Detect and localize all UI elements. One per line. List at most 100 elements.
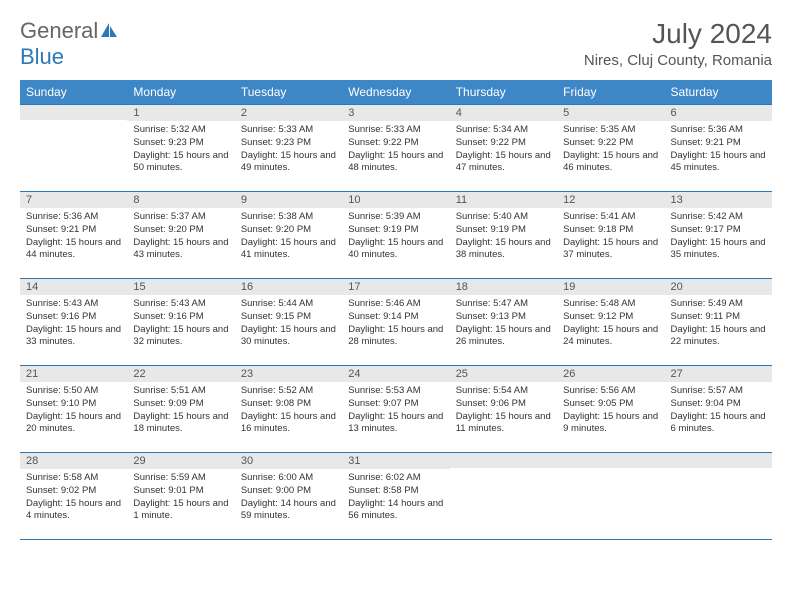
daylight-text: Daylight: 15 hours and 6 minutes.	[671, 411, 766, 437]
day-header: Tuesday	[235, 80, 342, 105]
sunset-text: Sunset: 9:22 PM	[563, 137, 658, 150]
sunrise-text: Sunrise: 5:47 AM	[456, 298, 551, 311]
daylight-text: Daylight: 14 hours and 59 minutes.	[241, 498, 336, 524]
sunset-text: Sunset: 9:10 PM	[26, 398, 121, 411]
day-detail: Sunrise: 5:41 AMSunset: 9:18 PMDaylight:…	[557, 208, 664, 265]
sunrise-text: Sunrise: 5:52 AM	[241, 385, 336, 398]
day-detail: Sunrise: 5:38 AMSunset: 9:20 PMDaylight:…	[235, 208, 342, 265]
calendar-cell: 24Sunrise: 5:53 AMSunset: 9:07 PMDayligh…	[342, 366, 449, 453]
day-number: 24	[342, 366, 449, 382]
day-detail: Sunrise: 5:44 AMSunset: 9:15 PMDaylight:…	[235, 295, 342, 352]
calendar-cell: 14Sunrise: 5:43 AMSunset: 9:16 PMDayligh…	[20, 279, 127, 366]
day-number: 7	[20, 192, 127, 208]
sunrise-text: Sunrise: 5:37 AM	[133, 211, 228, 224]
day-number	[20, 105, 127, 120]
day-detail: Sunrise: 5:34 AMSunset: 9:22 PMDaylight:…	[450, 121, 557, 178]
sunrise-text: Sunrise: 5:58 AM	[26, 472, 121, 485]
calendar-cell: 19Sunrise: 5:48 AMSunset: 9:12 PMDayligh…	[557, 279, 664, 366]
calendar-body: 1Sunrise: 5:32 AMSunset: 9:23 PMDaylight…	[20, 105, 772, 540]
day-detail: Sunrise: 5:37 AMSunset: 9:20 PMDaylight:…	[127, 208, 234, 265]
day-detail: Sunrise: 5:42 AMSunset: 9:17 PMDaylight:…	[665, 208, 772, 265]
day-number	[450, 453, 557, 468]
daylight-text: Daylight: 15 hours and 32 minutes.	[133, 324, 228, 350]
daylight-text: Daylight: 15 hours and 9 minutes.	[563, 411, 658, 437]
day-number: 18	[450, 279, 557, 295]
calendar-cell: 15Sunrise: 5:43 AMSunset: 9:16 PMDayligh…	[127, 279, 234, 366]
sunrise-text: Sunrise: 5:40 AM	[456, 211, 551, 224]
sunset-text: Sunset: 9:22 PM	[456, 137, 551, 150]
daylight-text: Daylight: 15 hours and 20 minutes.	[26, 411, 121, 437]
daylight-text: Daylight: 15 hours and 33 minutes.	[26, 324, 121, 350]
calendar-cell	[20, 105, 127, 192]
sunset-text: Sunset: 9:08 PM	[241, 398, 336, 411]
daylight-text: Daylight: 15 hours and 4 minutes.	[26, 498, 121, 524]
sunset-text: Sunset: 9:13 PM	[456, 311, 551, 324]
day-detail: Sunrise: 5:40 AMSunset: 9:19 PMDaylight:…	[450, 208, 557, 265]
calendar-cell: 1Sunrise: 5:32 AMSunset: 9:23 PMDaylight…	[127, 105, 234, 192]
day-detail: Sunrise: 5:59 AMSunset: 9:01 PMDaylight:…	[127, 469, 234, 526]
day-number: 15	[127, 279, 234, 295]
daylight-text: Daylight: 15 hours and 11 minutes.	[456, 411, 551, 437]
day-detail: Sunrise: 5:52 AMSunset: 9:08 PMDaylight:…	[235, 382, 342, 439]
calendar-week: 21Sunrise: 5:50 AMSunset: 9:10 PMDayligh…	[20, 366, 772, 453]
sunrise-text: Sunrise: 5:48 AM	[563, 298, 658, 311]
calendar-cell: 13Sunrise: 5:42 AMSunset: 9:17 PMDayligh…	[665, 192, 772, 279]
page-title: July 2024	[584, 18, 772, 50]
daylight-text: Daylight: 15 hours and 18 minutes.	[133, 411, 228, 437]
daylight-text: Daylight: 15 hours and 16 minutes.	[241, 411, 336, 437]
calendar-cell: 2Sunrise: 5:33 AMSunset: 9:23 PMDaylight…	[235, 105, 342, 192]
sunrise-text: Sunrise: 5:46 AM	[348, 298, 443, 311]
logo-blue: Blue	[20, 44, 64, 69]
sunset-text: Sunset: 9:16 PM	[26, 311, 121, 324]
calendar-cell: 28Sunrise: 5:58 AMSunset: 9:02 PMDayligh…	[20, 453, 127, 540]
title-block: July 2024 Nires, Cluj County, Romania	[584, 18, 772, 69]
day-number: 1	[127, 105, 234, 121]
sunrise-text: Sunrise: 5:33 AM	[348, 124, 443, 137]
daylight-text: Daylight: 15 hours and 45 minutes.	[671, 150, 766, 176]
day-detail: Sunrise: 5:43 AMSunset: 9:16 PMDaylight:…	[127, 295, 234, 352]
sunset-text: Sunset: 9:01 PM	[133, 485, 228, 498]
sunrise-text: Sunrise: 5:42 AM	[671, 211, 766, 224]
daylight-text: Daylight: 15 hours and 48 minutes.	[348, 150, 443, 176]
sunset-text: Sunset: 9:16 PM	[133, 311, 228, 324]
daylight-text: Daylight: 15 hours and 30 minutes.	[241, 324, 336, 350]
daylight-text: Daylight: 15 hours and 47 minutes.	[456, 150, 551, 176]
calendar-cell: 18Sunrise: 5:47 AMSunset: 9:13 PMDayligh…	[450, 279, 557, 366]
sunrise-text: Sunrise: 5:38 AM	[241, 211, 336, 224]
day-number: 5	[557, 105, 664, 121]
sunset-text: Sunset: 9:04 PM	[671, 398, 766, 411]
calendar-cell: 5Sunrise: 5:35 AMSunset: 9:22 PMDaylight…	[557, 105, 664, 192]
sunrise-text: Sunrise: 5:32 AM	[133, 124, 228, 137]
day-number: 8	[127, 192, 234, 208]
day-header: Monday	[127, 80, 234, 105]
daylight-text: Daylight: 15 hours and 24 minutes.	[563, 324, 658, 350]
calendar-cell: 22Sunrise: 5:51 AMSunset: 9:09 PMDayligh…	[127, 366, 234, 453]
sunset-text: Sunset: 9:00 PM	[241, 485, 336, 498]
day-header: Friday	[557, 80, 664, 105]
sunset-text: Sunset: 9:07 PM	[348, 398, 443, 411]
day-number: 29	[127, 453, 234, 469]
daylight-text: Daylight: 15 hours and 38 minutes.	[456, 237, 551, 263]
calendar-cell: 6Sunrise: 5:36 AMSunset: 9:21 PMDaylight…	[665, 105, 772, 192]
calendar-cell: 29Sunrise: 5:59 AMSunset: 9:01 PMDayligh…	[127, 453, 234, 540]
calendar-week: 28Sunrise: 5:58 AMSunset: 9:02 PMDayligh…	[20, 453, 772, 540]
daylight-text: Daylight: 15 hours and 37 minutes.	[563, 237, 658, 263]
sunrise-text: Sunrise: 5:39 AM	[348, 211, 443, 224]
calendar-cell: 31Sunrise: 6:02 AMSunset: 8:58 PMDayligh…	[342, 453, 449, 540]
daylight-text: Daylight: 15 hours and 35 minutes.	[671, 237, 766, 263]
day-number	[665, 453, 772, 468]
day-detail: Sunrise: 5:47 AMSunset: 9:13 PMDaylight:…	[450, 295, 557, 352]
sunrise-text: Sunrise: 5:50 AM	[26, 385, 121, 398]
day-number: 2	[235, 105, 342, 121]
calendar-week: 14Sunrise: 5:43 AMSunset: 9:16 PMDayligh…	[20, 279, 772, 366]
day-number	[557, 453, 664, 468]
day-number: 3	[342, 105, 449, 121]
day-detail: Sunrise: 6:00 AMSunset: 9:00 PMDaylight:…	[235, 469, 342, 526]
daylight-text: Daylight: 15 hours and 46 minutes.	[563, 150, 658, 176]
day-number: 11	[450, 192, 557, 208]
sunrise-text: Sunrise: 5:49 AM	[671, 298, 766, 311]
logo: GeneralBlue	[20, 18, 118, 70]
sunset-text: Sunset: 9:12 PM	[563, 311, 658, 324]
daylight-text: Daylight: 15 hours and 44 minutes.	[26, 237, 121, 263]
calendar-cell: 21Sunrise: 5:50 AMSunset: 9:10 PMDayligh…	[20, 366, 127, 453]
